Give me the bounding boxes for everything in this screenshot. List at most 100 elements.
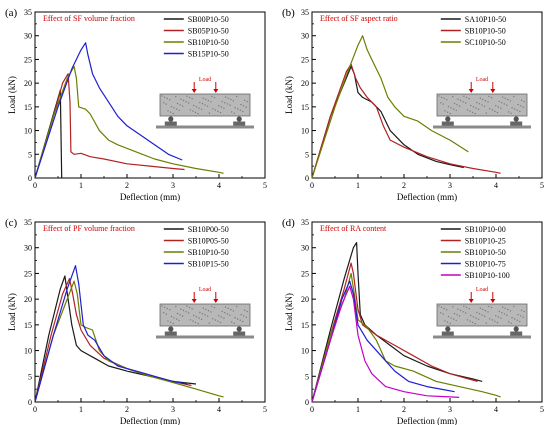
aggregate-speck [442, 103, 444, 105]
y-axis-label: Load (kN) [284, 76, 294, 114]
y-tick-label: 15 [301, 103, 309, 112]
aggregate-speck [212, 108, 214, 110]
aggregate-speck [452, 306, 454, 308]
aggregate-speck [232, 100, 235, 102]
aggregate-speck [182, 309, 185, 312]
aggregate-speck [243, 315, 245, 317]
aggregate-speck [513, 305, 515, 308]
aggregate-speck [455, 109, 457, 112]
series-line-SB10P15-50 [34, 265, 187, 403]
load-arrow-head [213, 299, 219, 303]
inset-load-label: Load [476, 287, 488, 293]
aggregate-speck [491, 319, 493, 321]
aggregate-speck [469, 110, 471, 112]
y-tick-label: 35 [301, 218, 309, 227]
aggregate-speck [166, 97, 168, 100]
aggregate-speck [167, 110, 169, 112]
aggregate-speck [446, 321, 449, 323]
aggregate-speck [218, 315, 220, 317]
aggregate-speck [214, 109, 216, 111]
aggregate-speck [517, 313, 519, 316]
x-axis-label: Deflection (mm) [397, 416, 457, 425]
aggregate-speck [500, 317, 502, 319]
x-tick-label: 5 [540, 405, 544, 414]
x-tick-label: 1 [79, 181, 83, 190]
aggregate-speck [245, 106, 247, 108]
aggregate-speck [462, 311, 464, 313]
aggregate-speck [223, 317, 225, 319]
y-tick-label: 30 [301, 32, 309, 41]
series-line-SB10P10-50 [34, 65, 224, 179]
aggregate-speck [169, 321, 172, 323]
support-block [510, 331, 523, 336]
y-tick-label: 15 [24, 321, 32, 330]
aggregate-speck [230, 98, 232, 101]
aggregate-speck [479, 97, 481, 99]
y-tick-label: 5 [305, 372, 309, 381]
aggregate-speck [487, 101, 489, 103]
aggregate-speck [231, 321, 233, 323]
aggregate-speck [211, 95, 213, 98]
load-arrow-head [490, 299, 496, 303]
legend-entry: SB15P10-50 [188, 50, 229, 59]
load-arrow-head [468, 89, 474, 93]
aggregate-speck [504, 307, 506, 309]
aggregate-speck [197, 112, 199, 115]
aggregate-speck [490, 306, 493, 309]
aggregate-speck [172, 322, 174, 325]
aggregate-speck [511, 107, 513, 109]
aggregate-speck [202, 97, 204, 99]
y-tick-label: 0 [305, 398, 309, 407]
aggregate-speck [522, 316, 524, 318]
aggregate-speck [510, 322, 512, 324]
aggregate-speck [507, 98, 509, 101]
aggregate-speck [491, 109, 493, 111]
aggregate-speck [488, 95, 490, 98]
aggregate-speck [237, 108, 239, 110]
aggregate-speck [478, 103, 481, 105]
aggregate-speck [510, 112, 512, 115]
aggregate-speck [465, 312, 467, 314]
x-tick-label: 1 [356, 181, 360, 190]
panel-label: (d) [282, 217, 295, 229]
y-tick-label: 10 [301, 127, 309, 136]
aggregate-speck [507, 308, 509, 311]
aggregate-speck [501, 306, 504, 308]
aggregate-speck [452, 96, 454, 98]
panel-annotation: Effect of PF volume fraction [43, 224, 135, 233]
aggregate-speck [181, 105, 184, 107]
panel-label: (a) [5, 7, 18, 19]
inset-load-label: Load [476, 77, 488, 83]
aggregate-speck [476, 311, 478, 314]
aggregate-speck [239, 109, 241, 111]
aggregate-speck [185, 311, 187, 313]
aggregate-speck [469, 320, 471, 322]
aggregate-speck [231, 111, 233, 113]
aggregate-speck [176, 102, 179, 105]
y-tick-label: 5 [305, 150, 309, 159]
aggregate-speck [163, 102, 165, 104]
aggregate-speck [497, 316, 499, 318]
aggregate-speck [519, 320, 521, 323]
aggregate-speck [243, 99, 246, 102]
aggregate-speck [498, 100, 500, 103]
aggregate-speck [207, 310, 210, 312]
legend-entry: SB05P10-50 [188, 27, 229, 36]
aggregate-speck [232, 310, 235, 312]
x-tick-label: 4 [494, 181, 498, 190]
panel-label: (c) [5, 217, 18, 229]
aggregate-speck [452, 108, 455, 110]
aggregate-speck [513, 95, 515, 98]
aggregate-speck [227, 97, 229, 100]
aggregate-speck [471, 321, 474, 324]
x-tick-label: 1 [356, 405, 360, 414]
x-tick-label: 5 [263, 181, 267, 190]
aggregate-speck [517, 103, 519, 106]
y-tick-label: 35 [24, 8, 32, 17]
aggregate-speck [214, 319, 216, 321]
aggregate-speck [239, 319, 241, 321]
aggregate-speck [166, 307, 168, 310]
aggregate-speck [221, 100, 223, 103]
aggregate-speck [514, 318, 516, 320]
